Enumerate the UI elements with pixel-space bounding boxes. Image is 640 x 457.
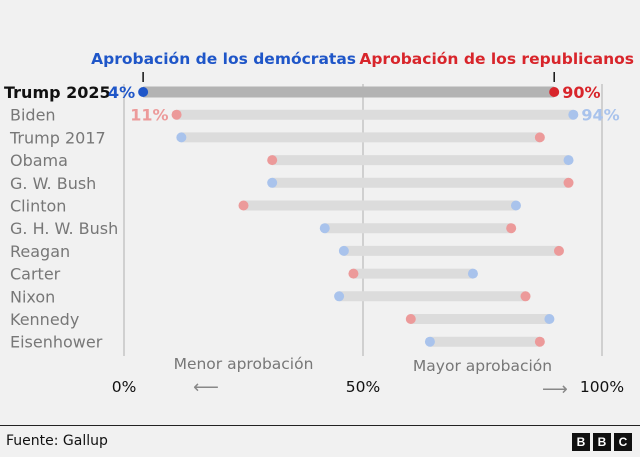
rep-point bbox=[405, 314, 416, 324]
category-label: Nixon bbox=[10, 287, 55, 306]
category-label: Biden bbox=[10, 106, 56, 125]
x-tick-label: 100% bbox=[580, 378, 624, 396]
rep-point bbox=[267, 155, 278, 166]
dem-point bbox=[563, 155, 574, 166]
dem-point bbox=[338, 245, 349, 256]
category-label: Obama bbox=[10, 151, 68, 170]
category-label: G. H. W. Bush bbox=[10, 219, 118, 238]
dem-point bbox=[510, 200, 521, 211]
x-tick-label: 50% bbox=[346, 378, 380, 396]
x-tick-label: 0% bbox=[112, 378, 137, 396]
dem-point bbox=[568, 109, 579, 120]
category-label: Clinton bbox=[10, 197, 66, 216]
dem-point bbox=[138, 87, 149, 97]
dem-point bbox=[544, 314, 555, 324]
arrow-right-icon: ⟶ bbox=[542, 379, 568, 400]
legend-rep: Aprobación de los republicanos bbox=[359, 50, 634, 68]
source-text: Fuente: Gallup bbox=[6, 433, 108, 449]
footer-divider bbox=[0, 425, 640, 426]
bbc-logo: B B C bbox=[572, 433, 632, 451]
data-label: 11% bbox=[130, 106, 168, 125]
rep-point bbox=[506, 223, 517, 234]
logo-letter: C bbox=[614, 433, 632, 451]
dem-point bbox=[424, 336, 435, 347]
category-label: G. W. Bush bbox=[10, 174, 96, 193]
dem-point bbox=[267, 177, 278, 188]
dumbbell-chart: Aprobación de los demócratas Aprobación d… bbox=[4, 50, 634, 400]
annotation-right: Mayor aprobación bbox=[413, 357, 552, 375]
legend-dem: Aprobación de los demócratas bbox=[91, 50, 356, 68]
category-label: Carter bbox=[10, 265, 61, 284]
logo-letter: B bbox=[572, 433, 590, 451]
category-label: Kennedy bbox=[10, 310, 79, 329]
rep-point bbox=[520, 291, 531, 302]
rep-point bbox=[563, 177, 574, 188]
logo-letter: B bbox=[593, 433, 611, 451]
category-label: Trump 2017 bbox=[9, 128, 106, 147]
category-label: Reagan bbox=[10, 242, 70, 261]
category-label: Trump 2025 bbox=[4, 83, 111, 102]
data-label: 94% bbox=[581, 106, 619, 125]
rep-point bbox=[238, 200, 249, 211]
rep-point bbox=[171, 109, 182, 120]
annotation-left: Menor aprobación bbox=[174, 355, 314, 373]
dem-point bbox=[176, 132, 187, 143]
arrow-left-icon: ⟵ bbox=[193, 377, 219, 398]
data-label: 90% bbox=[562, 83, 600, 102]
rep-point bbox=[348, 268, 359, 279]
rep-point bbox=[534, 336, 545, 347]
dem-point bbox=[319, 223, 330, 234]
rep-point bbox=[534, 132, 545, 143]
dem-point bbox=[334, 291, 345, 302]
rep-point bbox=[553, 245, 564, 256]
category-label: Eisenhower bbox=[10, 333, 103, 352]
rep-point bbox=[549, 87, 560, 97]
data-label: 4% bbox=[108, 83, 135, 102]
dem-point bbox=[467, 268, 478, 279]
